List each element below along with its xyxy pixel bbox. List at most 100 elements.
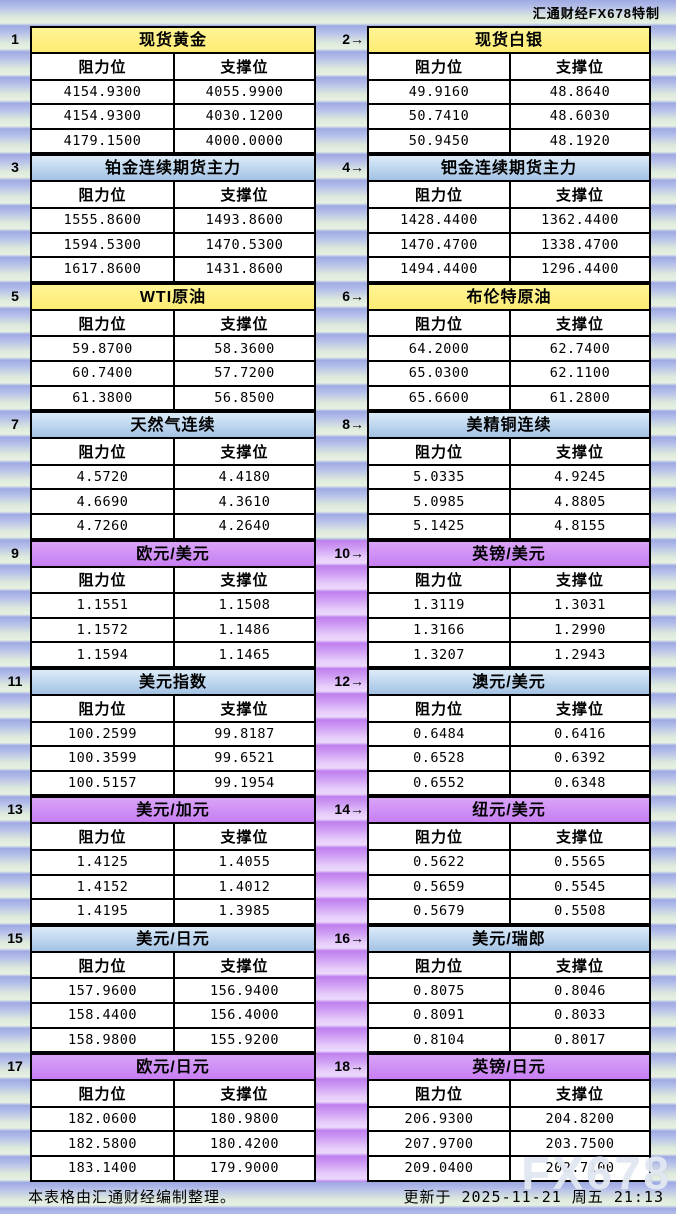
- instrument-panel-right: 英镑/美元 阻力位 支撑位 1.3119 1.3031 1.3166 1.299…: [367, 539, 651, 668]
- support-value: 179.9000: [173, 1154, 314, 1180]
- panel-table: 阻力位 支撑位 100.2599 99.8187 100.3599 99.652…: [32, 695, 314, 795]
- panel-table: 阻力位 支撑位 59.8700 58.3600 60.7400 57.7200 …: [32, 310, 314, 410]
- support-value: 0.6348: [509, 769, 649, 795]
- panel-table: 阻力位 支撑位 157.9600 156.9400 158.4400 156.4…: [32, 952, 314, 1052]
- panel-table: 阻力位 支撑位 49.9160 48.8640 50.7410 48.6030 …: [369, 54, 649, 153]
- resistance-value: 4.5720: [32, 463, 173, 489]
- support-value: 4.3610: [173, 488, 314, 513]
- resistance-value: 158.4400: [32, 1001, 173, 1027]
- resistance-value: 0.8091: [369, 1001, 509, 1027]
- panel-title: 英镑/日元: [369, 1055, 649, 1082]
- resistance-value: 60.7400: [32, 359, 173, 385]
- support-value: 57.7200: [173, 359, 314, 385]
- left-panel-number: 1: [11, 31, 19, 47]
- panel-table: 阻力位 支撑位 0.5622 0.5565 0.5659 0.5545 0.56…: [369, 824, 649, 923]
- panel-table: 阻力位 支撑位 1428.4400 1362.4400 1470.4700 13…: [369, 182, 649, 281]
- resistance-header: 阻力位: [32, 439, 173, 464]
- support-value: 156.4000: [173, 1001, 314, 1027]
- resistance-value: 0.8104: [369, 1026, 509, 1052]
- support-value: 58.3600: [173, 335, 314, 360]
- center-gutter: 12→: [316, 667, 367, 797]
- support-value: 48.1920: [509, 127, 649, 153]
- instrument-panel-right: 澳元/美元 阻力位 支撑位 0.6484 0.6416 0.6528 0.639…: [367, 667, 651, 797]
- instrument-panel-right: 英镑/日元 阻力位 支撑位 206.9300 204.8200 207.9700…: [367, 1053, 651, 1182]
- resistance-header: 阻力位: [369, 1081, 509, 1106]
- support-value: 4.2640: [173, 512, 314, 538]
- resistance-value: 4.6690: [32, 488, 173, 513]
- support-header: 支撑位: [509, 54, 649, 79]
- support-value: 156.9400: [173, 977, 314, 1002]
- right-margin-stripe: [651, 154, 676, 282]
- support-header: 支撑位: [509, 1081, 649, 1106]
- resistance-value: 1555.8600: [32, 206, 173, 232]
- resistance-value: 4154.9300: [32, 78, 173, 104]
- support-header: 支撑位: [173, 567, 314, 593]
- support-value: 62.7400: [509, 335, 649, 360]
- resistance-value: 158.9800: [32, 1026, 173, 1052]
- instrument-panel-right: 美精铜连续 阻力位 支撑位 5.0335 4.9245 5.0985 4.880…: [367, 411, 651, 540]
- resistance-value: 182.5800: [32, 1130, 173, 1155]
- support-value: 0.6416: [509, 720, 649, 746]
- left-panel-number: 9: [11, 544, 19, 561]
- center-gutter: 16→: [316, 924, 367, 1054]
- support-header: 支撑位: [173, 439, 314, 464]
- panel-title: 现货白银: [369, 28, 649, 54]
- panel-table: 阻力位 支撑位 182.0600 180.9800 182.5800 180.4…: [32, 1081, 314, 1180]
- resistance-header: 阻力位: [32, 310, 173, 336]
- instrument-panel-left: 欧元/美元 阻力位 支撑位 1.1551 1.1508 1.1572 1.148…: [30, 539, 316, 668]
- panel-title: 美元/日元: [32, 926, 314, 953]
- right-panel-number: 6→: [342, 287, 364, 304]
- resistance-value: 65.0300: [369, 359, 509, 385]
- instrument-panel-right: 钯金连续期货主力 阻力位 支撑位 1428.4400 1362.4400 147…: [367, 154, 651, 283]
- support-value: 1431.8600: [173, 256, 314, 281]
- panel-pair-row: 9 欧元/美元 阻力位 支撑位 1.1551 1.1508 1.1572 1.1…: [0, 539, 676, 668]
- support-header: 支撑位: [173, 824, 314, 849]
- right-margin-stripe: [651, 283, 676, 411]
- support-value: 203.7500: [509, 1130, 649, 1155]
- resistance-value: 206.9300: [369, 1105, 509, 1131]
- support-value: 1493.8600: [173, 206, 314, 232]
- instrument-panel-right: 美元/瑞郎 阻力位 支撑位 0.8075 0.8046 0.8091 0.803…: [367, 924, 651, 1054]
- resistance-value: 5.0335: [369, 463, 509, 489]
- support-value: 1.3985: [173, 898, 314, 923]
- resistance-value: 5.0985: [369, 488, 509, 513]
- resistance-value: 1617.8600: [32, 256, 173, 281]
- panel-title: 澳元/美元: [369, 669, 649, 696]
- panel-table: 阻力位 支撑位 1.3119 1.3031 1.3166 1.2990 1.32…: [369, 567, 649, 666]
- panel-title: 钯金连续期货主力: [369, 156, 649, 183]
- resistance-value: 0.6528: [369, 745, 509, 770]
- instrument-panel-left: 美元/加元 阻力位 支撑位 1.4125 1.4055 1.4152 1.401…: [30, 796, 316, 925]
- center-gutter: 2→: [316, 26, 367, 154]
- center-gutter: 6→: [316, 283, 367, 411]
- support-value: 180.4200: [173, 1130, 314, 1155]
- right-panel-number: 14→: [334, 801, 364, 818]
- right-margin-stripe: [651, 796, 676, 924]
- panel-title: 铂金连续期货主力: [32, 156, 314, 183]
- support-value: 1.4055: [173, 848, 314, 874]
- brand-label: 汇通财经FX678特制: [532, 6, 660, 21]
- support-header: 支撑位: [509, 824, 649, 849]
- support-value: 1.1486: [173, 616, 314, 642]
- right-margin-stripe: [651, 925, 676, 1053]
- resistance-value: 1428.4400: [369, 206, 509, 232]
- right-margin-stripe: [651, 540, 676, 668]
- right-margin-stripe: [651, 26, 676, 154]
- resistance-header: 阻力位: [369, 567, 509, 593]
- resistance-header: 阻力位: [369, 695, 509, 721]
- resistance-value: 49.9160: [369, 78, 509, 104]
- panel-table: 阻力位 支撑位 1555.8600 1493.8600 1594.5300 14…: [32, 182, 314, 281]
- resistance-value: 183.1400: [32, 1154, 173, 1180]
- support-value: 0.8017: [509, 1026, 649, 1052]
- resistance-value: 157.9600: [32, 977, 173, 1002]
- right-margin-stripe: [651, 411, 676, 539]
- panel-table: 阻力位 支撑位 1.4125 1.4055 1.4152 1.4012 1.41…: [32, 824, 314, 923]
- resistance-header: 阻力位: [369, 952, 509, 978]
- resistance-value: 65.6600: [369, 384, 509, 410]
- resistance-header: 阻力位: [369, 824, 509, 849]
- resistance-value: 1594.5300: [32, 231, 173, 257]
- support-value: 1470.5300: [173, 231, 314, 257]
- panel-title: 欧元/美元: [32, 541, 314, 568]
- resistance-value: 61.3800: [32, 384, 173, 410]
- support-value: 0.8033: [509, 1001, 649, 1027]
